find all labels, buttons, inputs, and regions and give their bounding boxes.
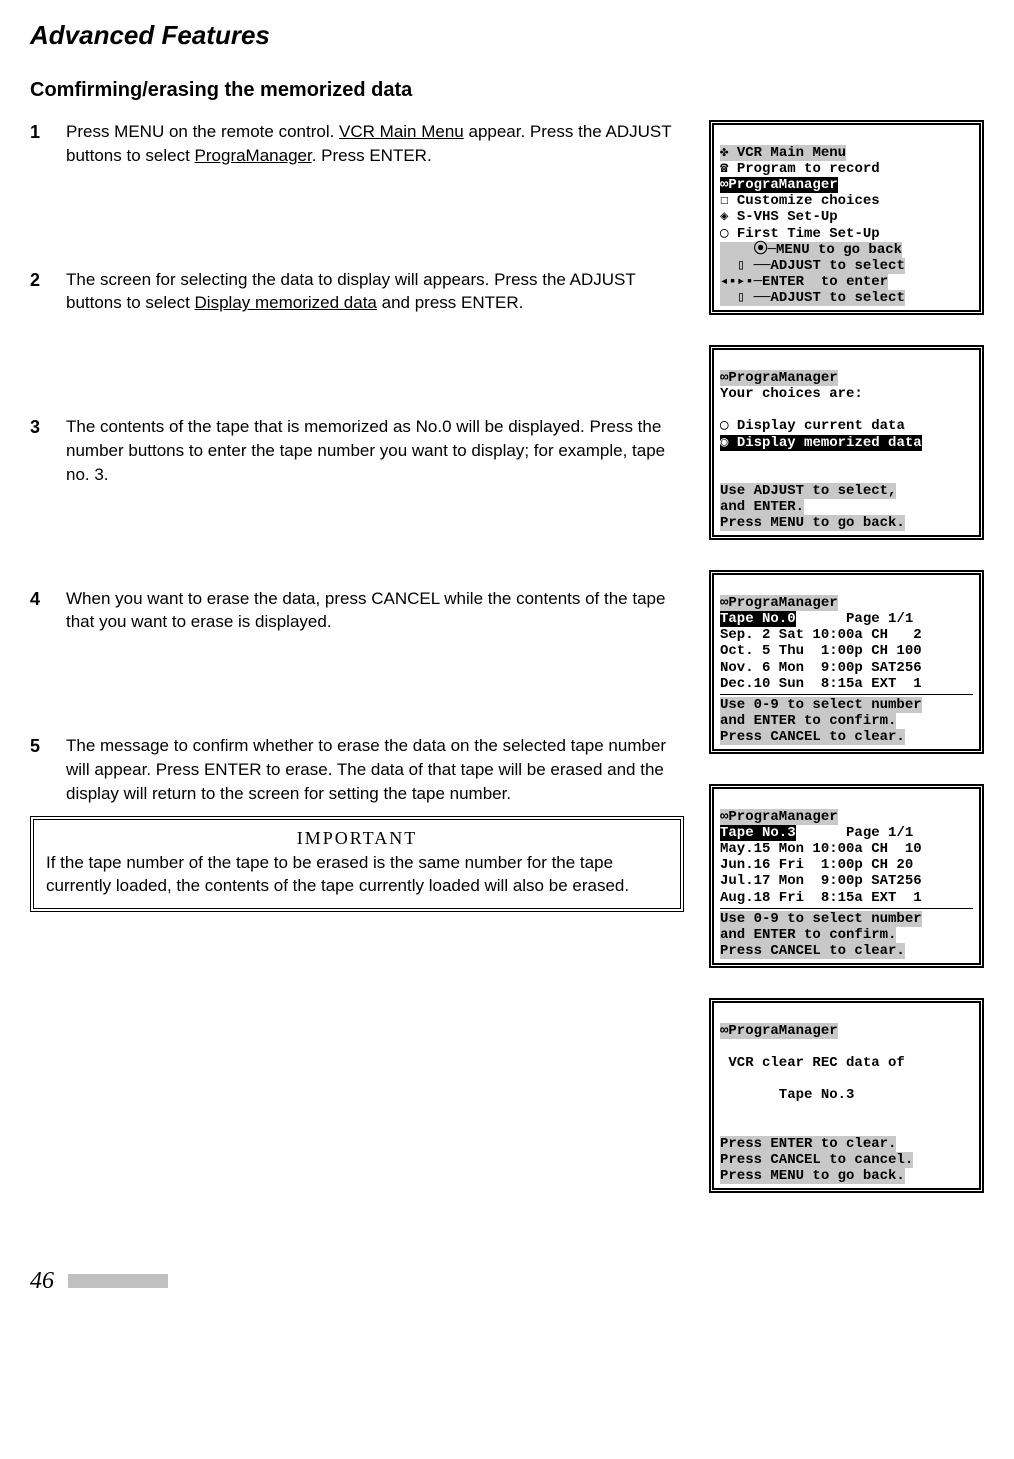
step-5-block: 5 The message to confirm whether to eras… (30, 734, 684, 912)
screen-line: Jun.16 Fri 1:00p CH 20 (720, 857, 913, 873)
step-2: 2 The screen for selecting the data to d… (30, 268, 684, 316)
step-text: The screen for selecting the data to dis… (66, 268, 684, 316)
step-text: The contents of the tape that is memoriz… (66, 415, 684, 486)
step-1: 1 Press MENU on the remote control. VCR … (30, 120, 684, 168)
vcr-screen-5: ∞PrograManager VCR clear REC data of Tap… (709, 998, 984, 1193)
step-number: 2 (30, 268, 48, 316)
screen-line: Press MENU to go back. (720, 515, 905, 531)
step-number: 5 (30, 734, 48, 805)
footer-bar (68, 1274, 168, 1288)
right-column: ✤ VCR Main Menu ☎ Program to record ∞Pro… (709, 120, 984, 1193)
divider (720, 694, 973, 695)
screen-line: and ENTER to confirm. (720, 713, 896, 729)
screen-line: Use 0-9 to select number (720, 697, 922, 713)
screen-line: Press MENU to go back. (720, 1168, 905, 1184)
screen-line: ◈ S-VHS Set-Up (720, 209, 838, 225)
screen-line: ◂▪▸▪─ENTER to enter (720, 274, 888, 290)
important-text: If the tape number of the tape to be era… (46, 852, 668, 898)
text: . Press ENTER. (312, 146, 432, 165)
underline: PrograManager (195, 146, 312, 165)
underline: Display memorized data (195, 293, 377, 312)
step-number: 3 (30, 415, 48, 486)
screen-line: Your choices are: (720, 386, 863, 402)
vcr-screen-3: ∞PrograManager Tape No.0 Page 1/1 Sep. 2… (709, 570, 984, 754)
screen-line: Tape No.3 (720, 1087, 854, 1103)
screen-page: Page 1/1 (796, 611, 914, 627)
screen-line: Use 0-9 to select number (720, 911, 922, 927)
step-3: 3 The contents of the tape that is memor… (30, 415, 684, 486)
divider (720, 908, 973, 909)
vcr-screen-2: ∞PrograManager Your choices are: ◯ Displ… (709, 345, 984, 540)
vcr-screen-4: ∞PrograManager Tape No.3 Page 1/1 May.15… (709, 784, 984, 968)
screen-line: VCR clear REC data of (720, 1055, 905, 1071)
important-box: IMPORTANT If the tape number of the tape… (30, 816, 684, 912)
screen-tape-label: Tape No.0 (720, 611, 796, 627)
text: and press ENTER. (377, 293, 523, 312)
screen-line: Press CANCEL to clear. (720, 729, 905, 745)
screen-line: ∞PrograManager (720, 595, 838, 611)
step-number: 4 (30, 587, 48, 635)
screen-line: ◯ First Time Set-Up (720, 226, 880, 242)
step-5: 5 The message to confirm whether to eras… (30, 734, 684, 805)
screen-line: Press CANCEL to cancel. (720, 1152, 913, 1168)
screen-line: Use ADJUST to select, (720, 483, 896, 499)
page-footer: 46 (30, 1268, 984, 1295)
screen-line: ⦿─MENU to go back (720, 242, 902, 258)
screen-line: ▯ ──ADJUST to select (720, 290, 905, 306)
screen-line: Dec.10 Sun 8:15a EXT 1 (720, 676, 922, 692)
screen-line: Oct. 5 Thu 1:00p CH 100 (720, 643, 922, 659)
screen-line: Press CANCEL to clear. (720, 943, 905, 959)
vcr-screen-1: ✤ VCR Main Menu ☎ Program to record ∞Pro… (709, 120, 984, 315)
screen-line: Aug.18 Fri 8:15a EXT 1 (720, 890, 922, 906)
screen-line: ∞PrograManager (720, 809, 838, 825)
screen-line: ∞PrograManager (720, 1023, 838, 1039)
step-text: Press MENU on the remote control. VCR Ma… (66, 120, 684, 168)
screen-line: and ENTER. (720, 499, 804, 515)
step-text: The message to confirm whether to erase … (66, 734, 684, 805)
screen-line: Sep. 2 Sat 10:00a CH 2 (720, 627, 922, 643)
important-heading: IMPORTANT (46, 826, 668, 850)
screen-line: ▯ ──ADJUST to select (720, 258, 905, 274)
screen-line: Nov. 6 Mon 9:00p SAT256 (720, 660, 922, 676)
screen-tape-label: Tape No.3 (720, 825, 796, 841)
screen-line: ∞PrograManager (720, 370, 838, 386)
screen-line: ◯ Display current data (720, 418, 905, 434)
screen-line: Jul.17 Mon 9:00p SAT256 (720, 873, 922, 889)
step-text: When you want to erase the data, press C… (66, 587, 684, 635)
left-column: 1 Press MENU on the remote control. VCR … (30, 120, 684, 1193)
text: Press MENU on the remote control. (66, 122, 339, 141)
page-title: Advanced Features (30, 20, 984, 51)
screen-line: ✤ VCR Main Menu (720, 145, 846, 161)
screen-line-selected: ∞PrograManager (720, 177, 838, 193)
screen-page: Page 1/1 (796, 825, 914, 841)
screen-line-selected: ◉ Display memorized data (720, 435, 922, 451)
content-columns: 1 Press MENU on the remote control. VCR … (30, 120, 984, 1193)
underline: VCR Main Menu (339, 122, 464, 141)
page-number: 46 (30, 1268, 54, 1295)
step-4: 4 When you want to erase the data, press… (30, 587, 684, 635)
screen-line: ☎ Program to record (720, 161, 880, 177)
section-subtitle: Comfirming/erasing the memorized data (30, 79, 984, 102)
step-number: 1 (30, 120, 48, 168)
screen-line: ☐ Customize choices (720, 193, 880, 209)
screen-line: May.15 Mon 10:00a CH 10 (720, 841, 922, 857)
screen-line: Press ENTER to clear. (720, 1136, 896, 1152)
screen-line: and ENTER to confirm. (720, 927, 896, 943)
